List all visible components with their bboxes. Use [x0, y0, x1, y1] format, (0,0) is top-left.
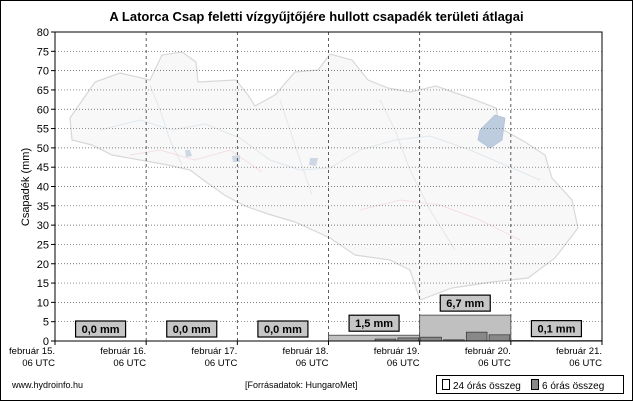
value-label: 6,7 mm — [446, 298, 484, 310]
chart-legend: 24 órás összeg 6 órás összeg — [436, 375, 624, 394]
legend-item-6h: 6 órás összeg — [531, 379, 604, 392]
bar-value-labels: 0,0 mm 0,0 mm 0,0 mm 1,5 mm 6,7 mm 0,1 mm — [74, 294, 583, 338]
value-label: 0,1 mm — [537, 324, 575, 336]
y-tick-label: 40 — [37, 182, 49, 194]
y-tick-label: 10 — [37, 297, 49, 309]
legend-swatch-6h — [531, 379, 539, 390]
grid-lines — [55, 32, 602, 341]
x-tick-label-date: február 19. — [374, 346, 420, 357]
y-tick-label: 0 — [43, 336, 49, 348]
y-tick-label: 45 — [37, 162, 49, 174]
y-tick-labels: 0 5 10 15 20 25 30 35 40 45 50 55 60 65 70 75 80 — [37, 27, 55, 348]
value-label-box — [439, 294, 491, 312]
value-label-box — [257, 320, 309, 338]
chart-title: A Latorca Csap feletti vízgyűjtőjére hul… — [109, 9, 524, 24]
x-tick-label-date: február 21. — [556, 346, 602, 357]
x-tick-label-date: február 15. — [9, 346, 55, 357]
x-tick-label-time: 06 UTC — [113, 358, 146, 369]
y-tick-label: 15 — [37, 278, 49, 290]
x-tick-label-time: 06 UTC — [296, 358, 329, 369]
legend-swatch-24h — [442, 379, 450, 390]
bar-6h — [465, 331, 488, 342]
y-tick-label: 30 — [37, 220, 49, 232]
value-label: 0,0 mm — [82, 324, 120, 336]
value-label: 1,5 mm — [355, 318, 393, 330]
x-tick-label-date: február 20. — [465, 346, 511, 357]
y-tick-label: 75 — [37, 46, 49, 58]
y-tick-label: 5 — [43, 317, 49, 329]
x-tick-label-date: február 18. — [283, 346, 329, 357]
y-tick-label: 65 — [37, 85, 49, 97]
x-tick-label-time: 06 UTC — [569, 358, 602, 369]
legend-label-24h: 24 órás összeg — [453, 381, 521, 392]
site-url-label: www.hydroinfo.hu — [12, 380, 84, 390]
x-tick-label-date: február 17. — [191, 346, 237, 357]
data-source-label: [Forrásadatok: HungaroMet] — [245, 380, 358, 390]
y-tick-label: 55 — [37, 124, 49, 136]
x-tick-label-time: 06 UTC — [478, 358, 511, 369]
y-tick-label: 60 — [37, 104, 49, 116]
value-label-box — [348, 314, 400, 332]
y-tick-label: 80 — [37, 27, 49, 39]
value-label: 0,0 mm — [173, 324, 211, 336]
legend-label-6h: 6 órás összeg — [542, 381, 605, 392]
x-tick-label-time: 06 UTC — [387, 358, 420, 369]
y-tick-label: 35 — [37, 201, 49, 213]
x-tick-label-time: 06 UTC — [22, 358, 55, 369]
x-tick-label-time: 06 UTC — [205, 358, 238, 369]
y-tick-label: 70 — [37, 66, 49, 78]
bar-6h — [420, 336, 442, 342]
bar-6h — [488, 334, 511, 342]
value-label-box — [530, 320, 583, 338]
y-tick-label: 20 — [37, 259, 49, 271]
value-label: 0,0 mm — [264, 324, 302, 336]
basin-map-background — [69, 51, 579, 301]
y-tick-label: 25 — [37, 239, 49, 251]
legend-item-24h: 24 órás összeg — [442, 379, 521, 392]
value-label-box — [166, 320, 218, 338]
y-tick-label: 50 — [37, 143, 49, 155]
value-label-box — [74, 320, 127, 338]
x-tick-label-date: február 16. — [100, 346, 146, 357]
